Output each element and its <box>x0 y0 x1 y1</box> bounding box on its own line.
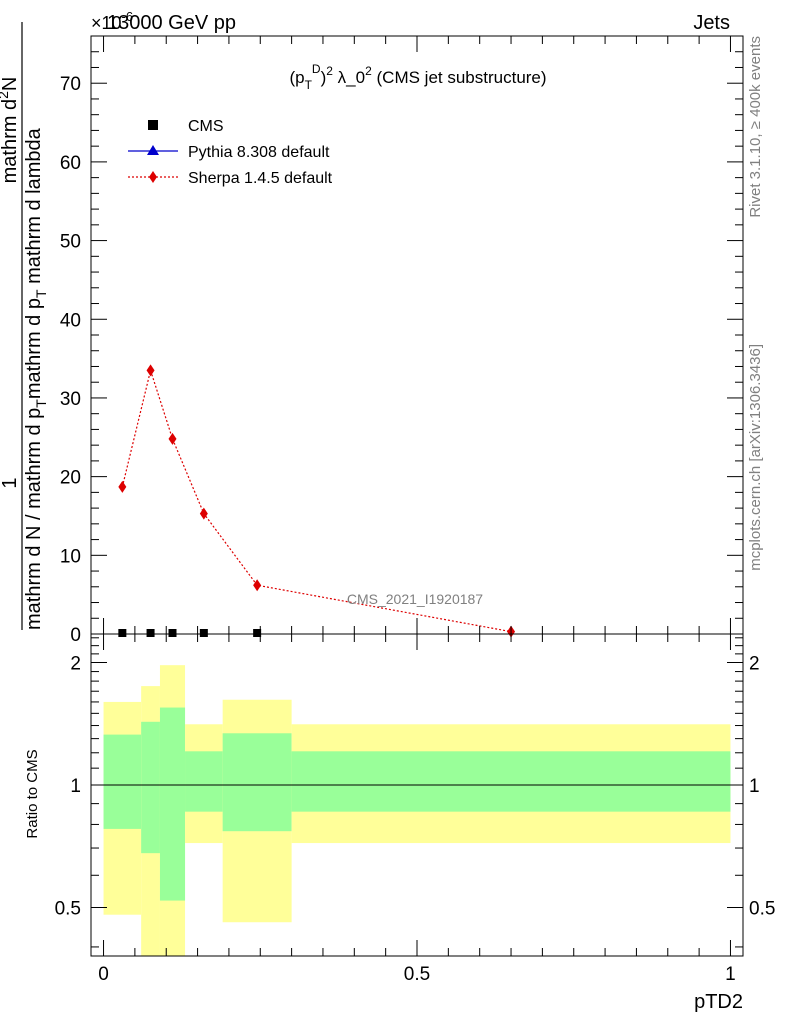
main-ytick-label: 50 <box>60 232 81 253</box>
rivet-label: Rivet 3.1.10, ≥ 400k events <box>747 36 764 218</box>
main-panel: 0 10 20 30 40 50 60 70 (pTD)2 λ_02 (CMS jet sub… <box>60 35 744 646</box>
x-tick-label: 0.5 <box>404 964 430 985</box>
sherpa-point <box>168 432 177 445</box>
cms-point <box>168 629 177 637</box>
sherpa-point <box>199 507 208 520</box>
legend: CMS Pythia 8.308 default Sherpa 1.4.5 defa… <box>128 118 333 187</box>
plot-title: (pTD)2 λ_02 (CMS jet substructure) <box>289 62 546 92</box>
main-ytick-label: 60 <box>60 153 81 174</box>
mcplots-label: mcplots.cern.ch [arXiv:1306.3436] <box>747 344 764 571</box>
cms-point <box>253 629 262 637</box>
legend-entry-label: Sherpa 1.4.5 default <box>188 170 333 187</box>
legend-pythia-marker <box>147 145 159 155</box>
main-ylabel: 1 mathrm d N / mathrm d pTmathrm d pT ma… <box>0 22 49 630</box>
main-ytick-label: 30 <box>60 389 81 410</box>
main-ytick-label: 10 <box>60 546 81 567</box>
analysis-watermark: CMS_2021_I1920187 <box>347 591 483 607</box>
ratio-ytick-label: 2 <box>70 654 81 675</box>
ratio-ytick-label: 1 <box>70 776 81 797</box>
legend-entry-label: Pythia 8.308 default <box>188 144 330 161</box>
main-ytick-label: 40 <box>60 310 81 331</box>
ratio-panel: 0.5 0.5 1 1 2 2 0 0.5 1 <box>55 633 775 985</box>
ylabel-numerator-d2n: mathrm d2N <box>0 77 21 184</box>
ratio-ytick-label-right: 2 <box>749 654 760 675</box>
process-label: 13000 GeV pp <box>107 12 236 34</box>
sherpa-point <box>118 480 127 493</box>
multiplier-label: ×10-6 <box>91 9 133 33</box>
ratio-band-green <box>185 751 223 812</box>
sherpa-point <box>146 364 155 377</box>
ratio-ytick-label-right: 0.5 <box>749 898 775 919</box>
main-ytick-label: 20 <box>60 468 81 489</box>
legend-cms-marker <box>148 120 158 130</box>
cms-point <box>199 629 208 637</box>
ratio-band-green <box>222 733 292 832</box>
ratio-band-green <box>159 707 186 901</box>
cms-point <box>118 629 127 637</box>
ylabel-numerator: 1 <box>0 477 21 488</box>
x-tick-label: 0 <box>98 964 109 985</box>
ratio-band-green <box>103 734 142 829</box>
sherpa-point <box>253 579 262 592</box>
ratio-ytick-label: 0.5 <box>55 898 81 919</box>
sherpa-line <box>121 368 512 633</box>
main-ytick-label: 0 <box>70 625 81 646</box>
cms-point <box>146 629 155 637</box>
ratio-ylabel: Ratio to CMS <box>24 749 41 838</box>
ratio-band-green <box>291 751 731 812</box>
legend-entry-label: CMS <box>188 118 224 135</box>
ylabel-denominator: mathrm d N / mathrm d pTmathrm d pT math… <box>23 127 49 630</box>
ratio-ytick-label-right: 1 <box>749 776 760 797</box>
x-axis-label: pTD2 <box>694 991 743 1013</box>
main-ytick-label: 70 <box>60 74 81 95</box>
jets-label: Jets <box>693 12 730 34</box>
x-tick-label: 1 <box>725 964 736 985</box>
legend-sherpa-marker <box>149 171 157 183</box>
ratio-band-green <box>141 721 160 854</box>
